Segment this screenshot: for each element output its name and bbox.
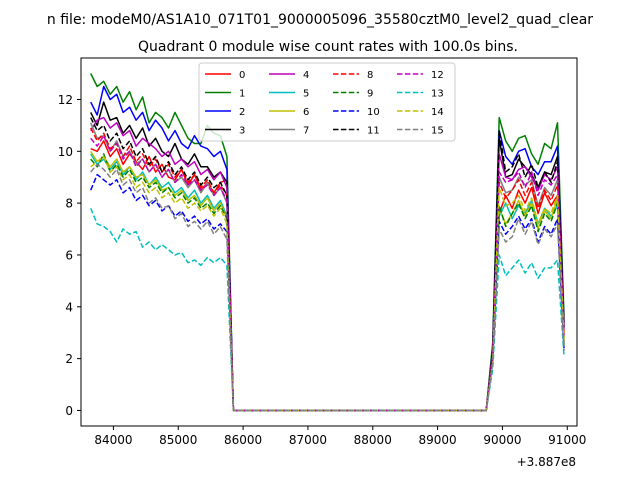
- legend-label-11: 11: [367, 126, 380, 137]
- series-line-11: [90, 117, 565, 412]
- series-line-13: [90, 208, 565, 412]
- y-tick-label: 12: [58, 93, 73, 107]
- x-tick-label: 84000: [94, 433, 132, 447]
- series-line-7: [90, 122, 565, 412]
- series-line-14: [90, 155, 565, 412]
- figure-suptitle: n file: modeM0/AS1A10_071T01_9000005096_…: [47, 12, 593, 28]
- x-axis-ticks: 84000 85000 86000 87000 88000 89000 90000 91000: [94, 426, 586, 447]
- legend-label-5: 5: [303, 89, 309, 100]
- legend-box: [198, 62, 456, 142]
- x-axis-offset-text: +3.887e8: [517, 455, 576, 469]
- x-tick-label: 88000: [354, 433, 392, 447]
- x-tick-label: 87000: [289, 433, 327, 447]
- plot-lines: [90, 73, 565, 412]
- y-tick-label: 6: [65, 248, 73, 262]
- series-line-12: [90, 134, 565, 412]
- y-tick-label: 2: [65, 352, 73, 366]
- legend-label-6: 6: [303, 107, 309, 118]
- series-line-2: [90, 85, 565, 412]
- y-tick-label: 8: [65, 197, 73, 211]
- x-tick-label: 85000: [159, 433, 197, 447]
- series-line-10: [90, 173, 565, 412]
- chart-title: Quadrant 0 module wise count rates with …: [138, 39, 518, 55]
- series-line-9: [90, 153, 565, 412]
- y-tick-label: 4: [65, 300, 73, 314]
- legend-label-4: 4: [303, 70, 309, 81]
- axes-frame: [80, 57, 578, 427]
- legend-label-1: 1: [239, 89, 245, 100]
- y-axis-ticks: 0 2 4 6 8 10 12: [58, 93, 81, 418]
- legend-label-7: 7: [303, 126, 309, 137]
- series-line-6: [90, 150, 565, 412]
- legend-label-10: 10: [367, 107, 380, 118]
- legend-label-14: 14: [431, 107, 444, 118]
- series-line-15: [90, 163, 565, 412]
- legend-label-2: 2: [239, 107, 245, 118]
- x-tick-label: 91000: [548, 433, 586, 447]
- series-line-5: [90, 153, 565, 412]
- x-tick-label: 90000: [483, 433, 521, 447]
- legend-label-3: 3: [239, 126, 245, 137]
- legend-label-13: 13: [431, 89, 444, 100]
- legend-label-8: 8: [367, 70, 373, 81]
- legend-label-0: 0: [239, 70, 245, 81]
- legend-label-9: 9: [367, 89, 373, 100]
- x-tick-label: 89000: [419, 433, 457, 447]
- x-tick-label: 86000: [224, 433, 262, 447]
- series-line-4: [90, 116, 565, 412]
- legend-label-15: 15: [431, 126, 444, 137]
- legend-label-12: 12: [431, 70, 444, 81]
- y-tick-label: 10: [58, 145, 73, 159]
- series-line-8: [90, 127, 565, 412]
- y-tick-label: 0: [65, 404, 73, 418]
